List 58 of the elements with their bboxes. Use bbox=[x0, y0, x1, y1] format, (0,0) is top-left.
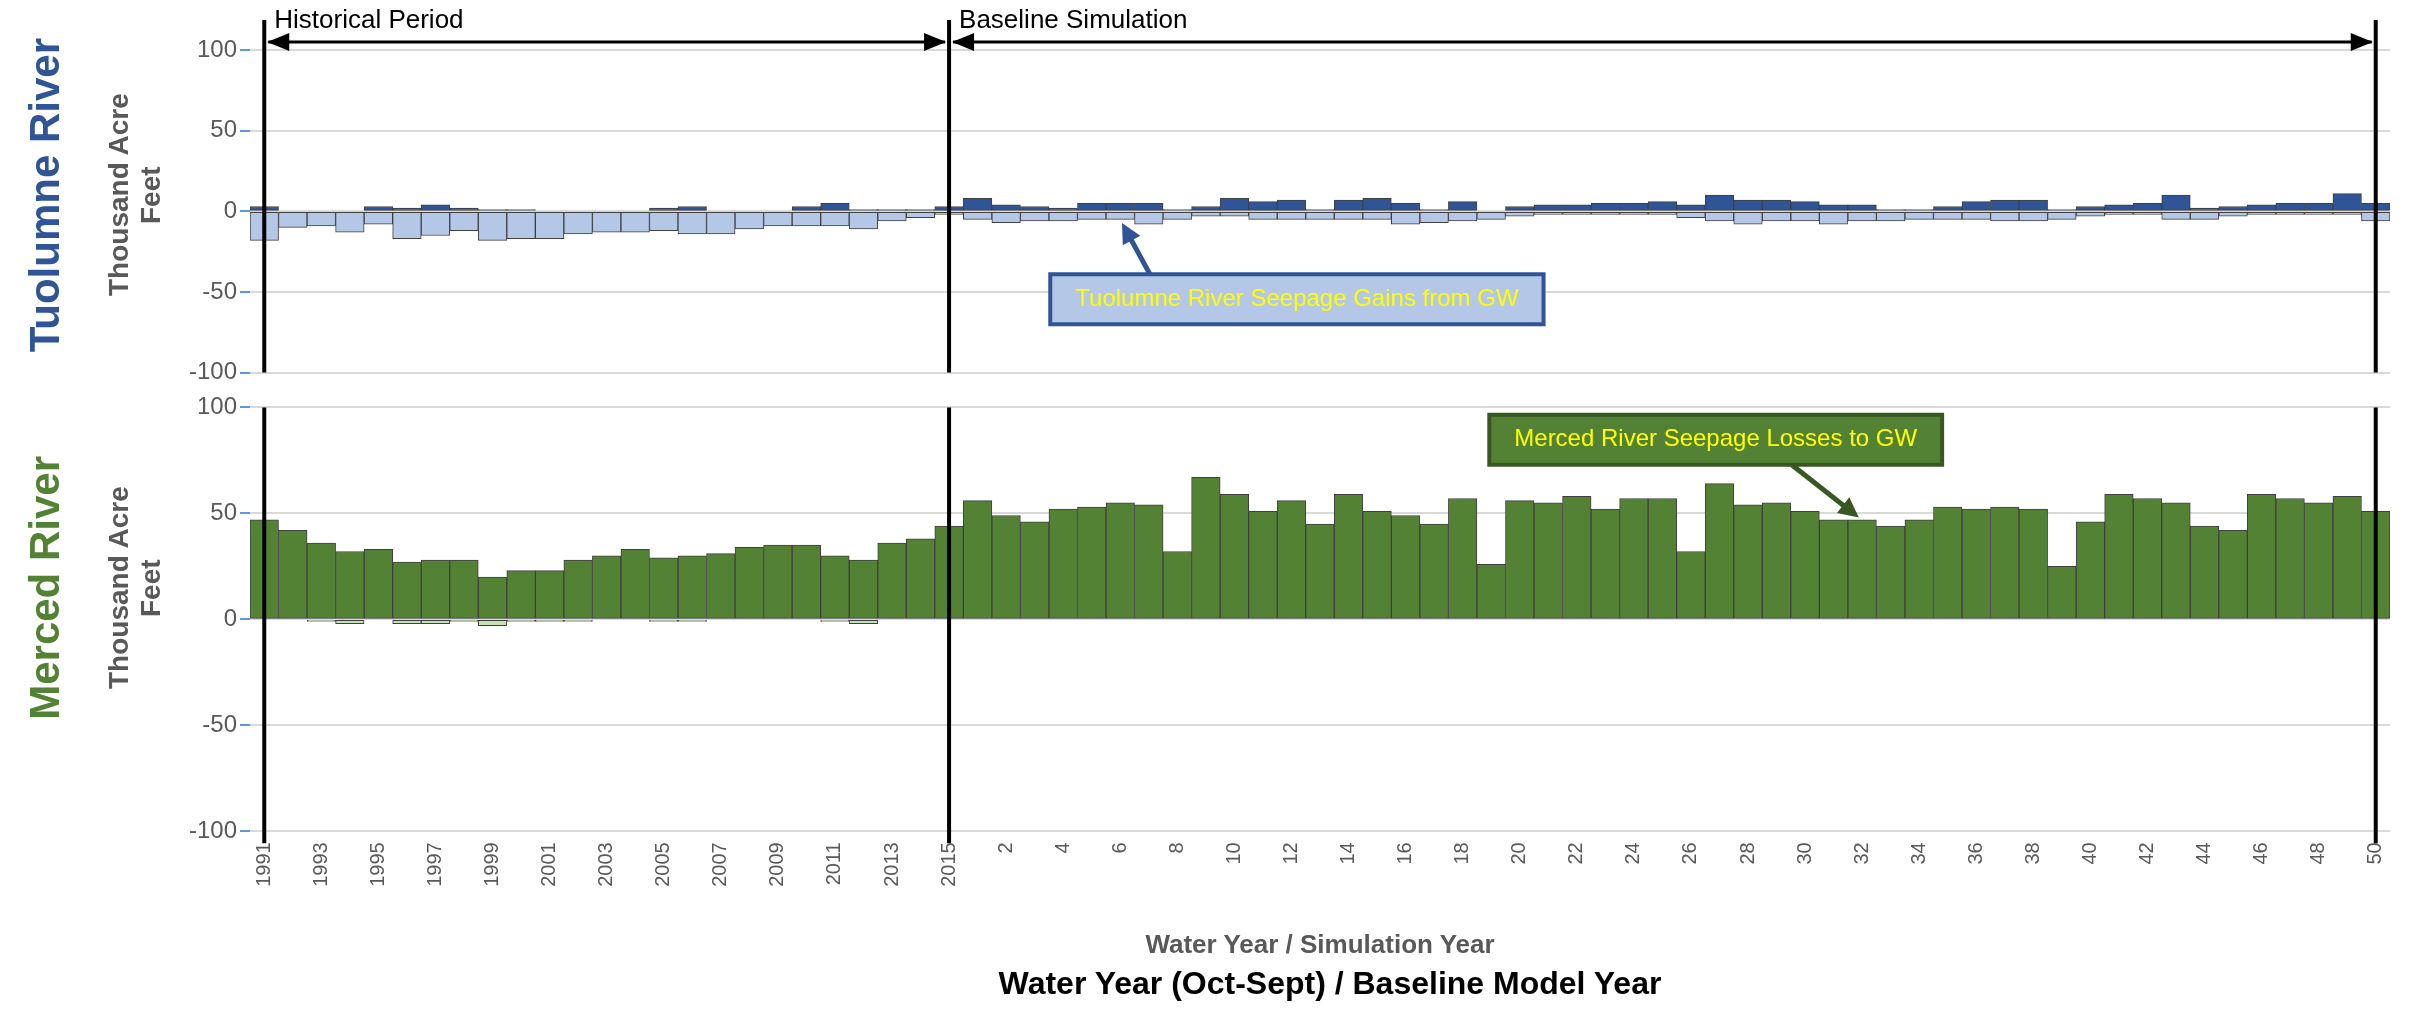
y-tick-label: -100 bbox=[188, 357, 237, 385]
x-tick-label: 8 bbox=[1164, 842, 1187, 854]
x-tick-label: 24 bbox=[1621, 842, 1644, 865]
x-tick-label: 1991 bbox=[251, 842, 274, 887]
y-axis-title: Thousand Acre Feet bbox=[103, 485, 167, 691]
y-tick-label: -100 bbox=[188, 815, 237, 843]
x-tick-label: 32 bbox=[1849, 842, 1872, 865]
x-tick-label: 2007 bbox=[708, 842, 731, 887]
x-tick-label: 36 bbox=[1963, 842, 1986, 865]
y-tick-label: 0 bbox=[223, 603, 237, 631]
x-axis-title: Water Year / Simulation Year bbox=[1145, 928, 1495, 959]
text: Water Year (Oct-Sept) / Baseline Model Year bbox=[997, 965, 1663, 1002]
x-tick-label: 30 bbox=[1792, 842, 1815, 865]
x-tick-label: 2011 bbox=[822, 842, 845, 886]
x-tick-label: 22 bbox=[1564, 842, 1587, 865]
annotation: Merced River Seepage Losses to GW bbox=[1514, 424, 1918, 452]
x-tick-label: 48 bbox=[2306, 842, 2329, 865]
x-tick-label: 2009 bbox=[765, 842, 788, 887]
y-tick-label: 50 bbox=[210, 115, 237, 143]
x-tick-label: 2005 bbox=[651, 842, 674, 887]
y-tick-label: -50 bbox=[202, 276, 237, 304]
x-tick-label: 2 bbox=[993, 842, 1016, 854]
x-tick-label: 2003 bbox=[594, 842, 617, 887]
x-tick-label: 44 bbox=[2192, 842, 2215, 865]
x-tick-label: 46 bbox=[2249, 842, 2272, 865]
annotation: Tuolumne River Seepage Gains from GW bbox=[1075, 283, 1519, 311]
x-tick-label: 40 bbox=[2077, 842, 2100, 865]
x-tick-label: 14 bbox=[1336, 842, 1359, 865]
y-tick-label: 50 bbox=[210, 498, 237, 525]
x-tick-label: 34 bbox=[1906, 842, 1929, 865]
x-tick-label: 1997 bbox=[422, 842, 445, 887]
x-tick-label: 6 bbox=[1107, 842, 1130, 854]
x-tick-label: 26 bbox=[1678, 842, 1701, 865]
x-tick-label: 38 bbox=[2020, 842, 2043, 865]
text: Merced River bbox=[21, 455, 69, 720]
y-tick-label: -50 bbox=[202, 709, 237, 737]
x-tick-label: 10 bbox=[1221, 842, 1244, 865]
x-tick-label: 42 bbox=[2134, 842, 2157, 865]
x-tick-label: 2015 bbox=[936, 842, 959, 887]
x-tick-label: 50 bbox=[2363, 842, 2386, 865]
x-tick-label: 1993 bbox=[308, 842, 331, 887]
y-tick-label: 100 bbox=[196, 34, 237, 62]
x-tick-label: 28 bbox=[1735, 842, 1758, 865]
x-tick-label: 12 bbox=[1278, 842, 1301, 865]
ref-line-label: Historical Period bbox=[274, 4, 464, 35]
x-tick-label: 16 bbox=[1393, 842, 1416, 865]
x-tick-label: 2001 bbox=[537, 842, 560, 887]
ref-line-label: Baseline Simulation bbox=[959, 4, 1188, 35]
x-tick-label: 1995 bbox=[365, 842, 388, 887]
x-tick-label: 18 bbox=[1450, 842, 1473, 865]
text: Tuolumne River bbox=[21, 37, 69, 353]
x-tick-label: 2013 bbox=[879, 842, 902, 887]
x-tick-label: 4 bbox=[1050, 842, 1073, 854]
x-tick-label: 20 bbox=[1507, 842, 1530, 865]
x-tick-label: 1999 bbox=[480, 842, 503, 887]
y-tick-label: 0 bbox=[223, 195, 237, 223]
y-tick-label: 100 bbox=[196, 392, 237, 420]
y-axis-title: Thousand Acre Feet bbox=[103, 92, 167, 299]
